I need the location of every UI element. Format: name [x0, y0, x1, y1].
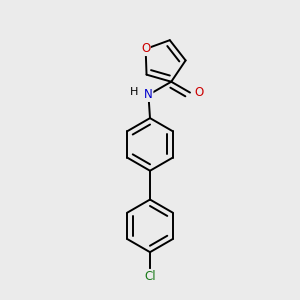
Text: N: N	[144, 88, 153, 101]
Text: H: H	[130, 87, 139, 98]
Text: O: O	[141, 43, 150, 56]
Text: Cl: Cl	[144, 269, 156, 283]
Text: O: O	[194, 86, 203, 99]
